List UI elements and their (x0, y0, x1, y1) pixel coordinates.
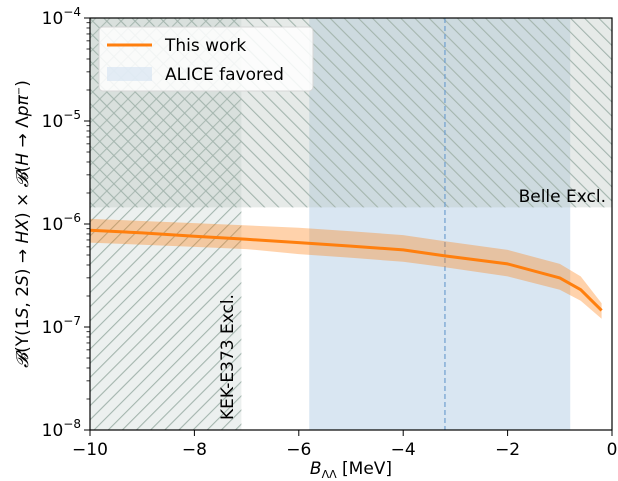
legend-box (98, 26, 314, 92)
x-tick-label: −2 (495, 440, 520, 460)
series-line-layer (90, 228, 603, 312)
y-tick-label: 10−6 (42, 211, 81, 235)
x-tick-label: 0 (607, 440, 618, 460)
y-axis-title: 𝓑(Υ(1S, 2S) → HX) × 𝓑(H → Λpπ−) (13, 80, 33, 368)
y-tick-label: 10−7 (42, 314, 81, 338)
legend-marker-alice-favored (107, 67, 152, 81)
y-tick-label: 10−4 (42, 5, 81, 29)
annotation-kek-e373: KEK-E373 Excl. (218, 294, 238, 420)
uncertainty-band (90, 218, 602, 319)
uncertainty-band-layer (90, 218, 602, 319)
y-tick-label: 10−8 (42, 417, 81, 441)
annotation-belle: Belle Excl. (519, 187, 606, 207)
axis-ticks: −10 −8 −6 −4 −2 0 10−8 10−7 10−6 10−5 10−4 (42, 5, 618, 460)
x-tick-label: −4 (391, 440, 416, 460)
x-tick-label: −6 (286, 440, 311, 460)
x-tick-label: −10 (72, 440, 108, 460)
legend-label-this-work: This work (164, 36, 246, 56)
legend: This work ALICE favored (98, 26, 314, 92)
y-tick-label: 10−5 (42, 108, 81, 132)
x-tick-label: −8 (182, 440, 207, 460)
annotations: KEK-E373 Excl. Belle Excl. (218, 187, 606, 420)
legend-label-alice-favored: ALICE favored (165, 65, 284, 85)
series-line-this-work (90, 228, 603, 312)
x-axis-title: BΛΛ [MeV] (310, 459, 392, 481)
